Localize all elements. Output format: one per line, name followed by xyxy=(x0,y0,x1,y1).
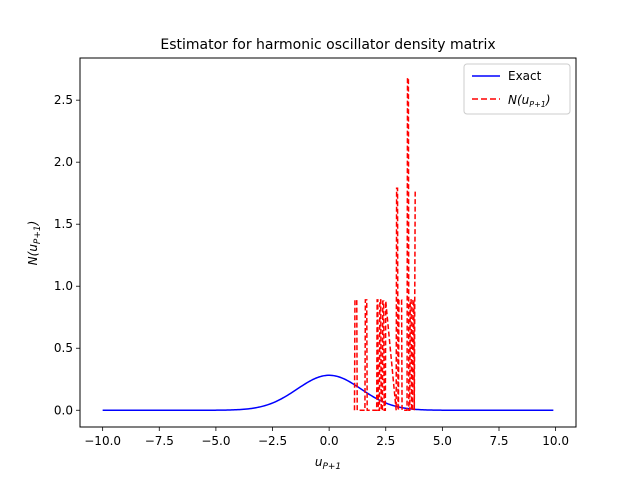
chart-title: Estimator for harmonic oscillator densit… xyxy=(160,37,495,53)
y-tick-label: 2.0 xyxy=(54,155,73,169)
y-tick-label: 2.5 xyxy=(54,93,73,107)
y-axis-label-sub: P+1 xyxy=(33,225,43,244)
x-tick-label: 10.0 xyxy=(542,434,569,448)
x-tick-label: 2.5 xyxy=(376,434,395,448)
x-axis-ticks: −10.0 −7.5 −5.0 −2.5 0.0 2.5 5.0 7.5 10.0 xyxy=(84,427,569,448)
legend-label-estimator: N(uP+1) xyxy=(508,93,551,109)
series-line-exact xyxy=(102,374,554,412)
legend-estimator-sub: P+1 xyxy=(529,100,546,109)
y-tick-label: 1.0 xyxy=(54,279,73,293)
legend-estimator-close: ) xyxy=(545,93,551,107)
x-axis-label: uP+1 xyxy=(315,455,341,472)
x-tick-label: −7.5 xyxy=(145,434,174,448)
x-axis-label-main: u xyxy=(315,455,323,469)
legend-estimator-main: N(u xyxy=(508,93,530,107)
y-axis-label-main: N(u xyxy=(26,244,40,266)
legend: Exact N(uP+1) xyxy=(463,63,571,115)
x-tick-label: 7.5 xyxy=(489,434,508,448)
y-tick-label: 0.0 xyxy=(54,403,73,417)
series-line-estimator xyxy=(353,77,416,412)
legend-label-exact: Exact xyxy=(508,69,542,83)
x-axis-label-sub: P+1 xyxy=(322,462,341,472)
y-axis-label-close: ) xyxy=(26,221,40,227)
x-tick-label: 5.0 xyxy=(433,434,452,448)
series-layer xyxy=(102,77,554,412)
plot-area xyxy=(80,58,576,427)
y-axis-ticks: 0.0 0.5 1.0 1.5 2.0 2.5 xyxy=(54,93,80,417)
x-tick-label: −10.0 xyxy=(84,434,121,448)
plot-frame xyxy=(79,57,577,428)
y-tick-label: 0.5 xyxy=(54,341,73,355)
x-tick-label: −2.5 xyxy=(258,434,287,448)
y-axis-label: N(uP+1) xyxy=(26,221,43,266)
x-tick-label: 0.0 xyxy=(320,434,339,448)
y-tick-label: 1.5 xyxy=(54,217,73,231)
x-tick-label: −5.0 xyxy=(201,434,230,448)
